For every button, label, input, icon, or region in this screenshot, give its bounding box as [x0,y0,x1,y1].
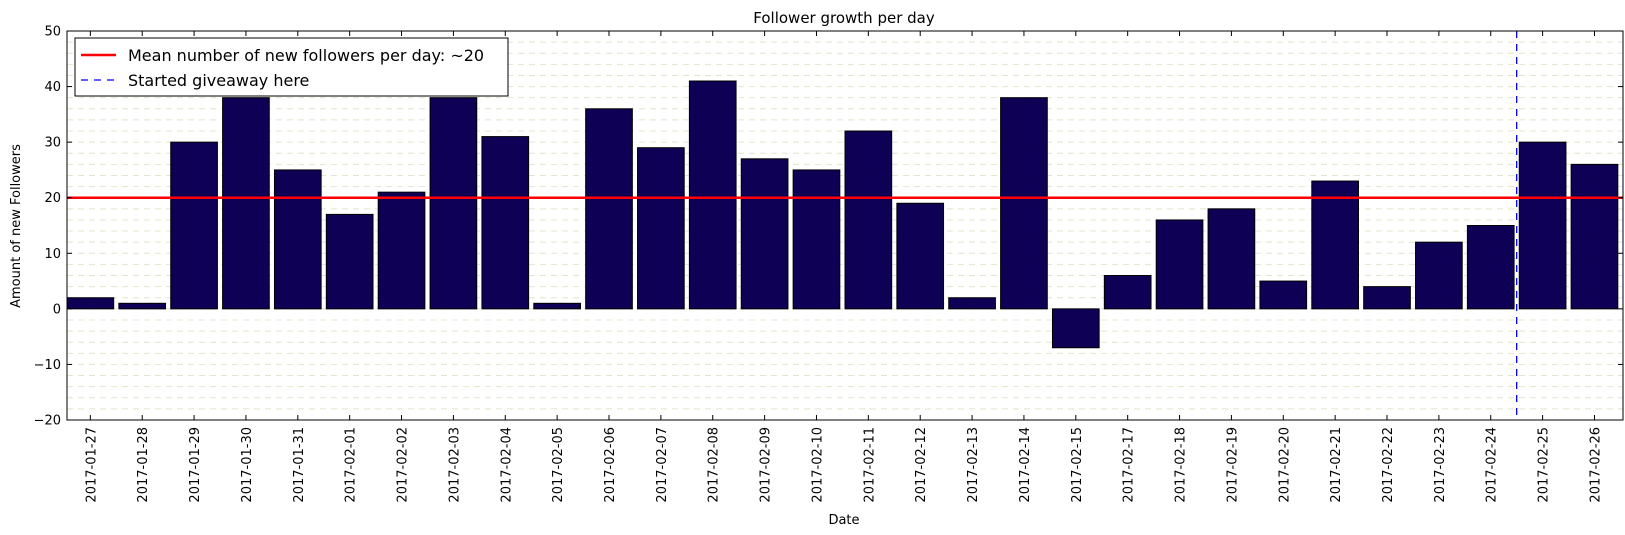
bar-2017-02-21 [1311,180,1359,310]
bar-2017-02-14 [1000,97,1048,310]
x-tick-label: 2017-02-07 [655,427,670,503]
bar-2017-02-10 [792,169,841,310]
bar-2017-02-18 [1155,219,1204,310]
x-tick-label: 2017-02-26 [1588,427,1603,503]
chart-title: Follower growth per day [753,9,935,27]
x-tick-label: 2017-01-31 [292,427,307,503]
x-tick-label: 2017-02-04 [499,427,514,503]
x-tick-label: 2017-02-08 [707,427,722,503]
x-tick-label: 2017-02-21 [1329,427,1344,503]
bar-2017-02-11 [844,130,893,310]
bar-2017-02-22 [1363,286,1411,310]
x-tick-label: 2017-01-27 [84,427,99,503]
x-tick-label: 2017-01-28 [136,427,151,503]
x-tick-label: 2017-02-06 [603,427,618,503]
bar-2017-02-02 [377,191,426,310]
bar-2017-01-27 [66,297,115,310]
bar-2017-02-05 [533,302,581,310]
x-tick-label: 2017-02-11 [862,427,877,503]
bar-2017-02-17 [1103,275,1152,310]
bar-2017-02-03 [429,97,478,310]
legend: Mean number of new followers per day: ~2… [74,37,509,97]
y-tick-label: −20 [34,414,61,429]
bar-2017-02-15 [1051,308,1100,349]
bar-2017-02-25 [1518,141,1567,310]
bar-2017-02-23 [1415,241,1463,310]
y-tick-label: 0 [53,302,61,317]
y-tick-label: 20 [44,191,61,206]
bar-2017-01-29 [170,141,218,310]
x-tick-label: 2017-02-20 [1277,427,1292,503]
x-tick-label: 2017-02-05 [551,427,566,503]
legend-mean-label: Mean number of new followers per day: ~2… [128,46,484,65]
x-tick-label: 2017-02-18 [1174,427,1189,503]
bar-2017-02-13 [948,297,996,310]
y-tick-label: 40 [44,80,61,95]
x-tick-label: 2017-02-24 [1485,427,1500,503]
x-tick-label: 2017-02-15 [1070,427,1085,503]
x-tick-label: 2017-02-19 [1225,427,1240,503]
bar-2017-01-30 [222,97,270,310]
bar-2017-01-31 [273,169,322,310]
x-tick-label: 2017-02-02 [396,427,411,503]
legend-box [74,37,509,97]
x-tick-label: 2017-02-23 [1433,427,1448,503]
bar-2017-02-12 [896,202,945,310]
x-tick-label: 2017-02-25 [1537,427,1552,503]
x-axis-ticks: 2017-01-27 2017-01-28 2017-01-29 2017-01-30… [84,31,1603,503]
x-tick-label: 2017-02-13 [966,427,981,503]
bar-2017-02-06 [585,108,633,310]
bar-2017-02-09 [740,158,789,310]
y-axis-ticks: −20 −10 0 10 20 30 40 50 [34,25,1623,429]
x-tick-label: 2017-02-17 [1122,427,1137,503]
bar-2017-02-26 [1570,163,1619,310]
bar-2017-02-19 [1207,208,1256,310]
x-tick-label: 2017-02-22 [1381,427,1396,503]
bar-2017-02-04 [481,136,530,310]
legend-giveaway-label: Started giveaway here [128,71,309,90]
y-tick-label: 30 [44,136,61,151]
y-tick-label: 50 [44,25,61,40]
plot-frame [66,30,1624,421]
y-tick-label: 10 [44,247,61,262]
bar-2017-02-24 [1466,225,1515,310]
x-axis-label: Date [828,513,859,528]
bar-2017-02-07 [637,147,685,310]
x-tick-label: 2017-01-30 [240,427,255,503]
x-tick-label: 2017-02-10 [810,427,825,503]
y-tick-label: −10 [34,358,61,373]
bar-2017-02-01 [325,213,374,310]
x-tick-label: 2017-01-29 [188,427,203,503]
bar-2017-02-08 [688,80,737,310]
x-tick-label: 2017-02-09 [759,427,774,503]
x-tick-label: 2017-02-14 [1018,427,1033,503]
x-tick-label: 2017-02-03 [447,427,462,503]
bar-2017-01-28 [118,302,167,310]
bars [66,80,1619,349]
y-axis-label: Amount of new Followers [9,144,24,308]
x-tick-label: 2017-02-12 [914,427,929,503]
bar-2017-02-20 [1259,280,1308,310]
x-tick-label: 2017-02-01 [344,427,359,503]
